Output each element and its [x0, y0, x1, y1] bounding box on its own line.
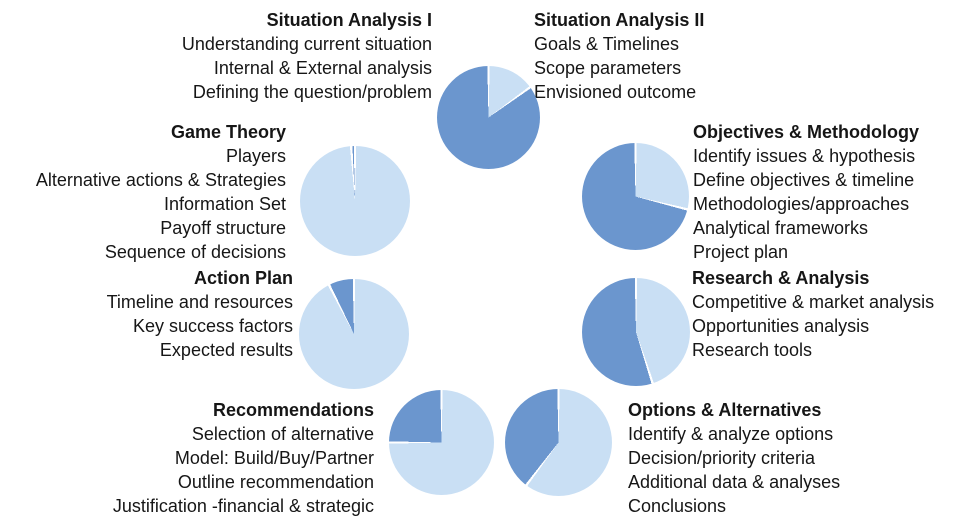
phase-line: Timeline and resources [106, 292, 293, 312]
phase-line: Alternative actions & Strategies [35, 170, 286, 190]
phase-line: Methodologies/approaches [693, 194, 910, 214]
phase-line: Project plan [693, 242, 789, 262]
phase-block-game-theory: Game Theory Players Alternative actions … [36, 120, 286, 264]
phase-title: Research & Analysis [692, 268, 870, 288]
phase-line: Understanding current situation [181, 34, 432, 54]
phase-line: Payoff structure [160, 218, 286, 238]
phase-block-research-analysis: Research & Analysis Competitive & market… [692, 266, 934, 362]
progress-pie-research-analysis [582, 278, 690, 386]
phase-title: Objectives & Methodology [693, 122, 920, 142]
phase-line: Define objectives & timeline [693, 170, 915, 190]
phase-line: Research tools [692, 340, 813, 360]
phase-line: Decision/priority criteria [628, 448, 816, 468]
progress-pie-situation-analysis [437, 66, 540, 169]
phase-line: Goals & Timelines [534, 34, 680, 54]
phase-line: Players [225, 146, 286, 166]
progress-pie-game-theory [300, 146, 410, 256]
phase-block-options-alternatives: Options & Alternatives Identify & analyz… [628, 398, 840, 518]
phase-line: Envisioned outcome [534, 82, 697, 102]
phase-title: Game Theory [170, 122, 286, 142]
phase-title: Options & Alternatives [628, 400, 822, 420]
phase-block-recommendations: Recommendations Selection of alternative… [113, 398, 374, 518]
phase-line: Internal & External analysis [213, 58, 432, 78]
progress-pie-objectives-methodology [582, 143, 689, 250]
phase-line: Opportunities analysis [692, 316, 870, 336]
phase-line: Outline recommendation [177, 472, 374, 492]
phase-block-objectives-methodology: Objectives & Methodology Identify issues… [693, 120, 919, 264]
phase-line: Scope parameters [534, 58, 682, 78]
phase-line: Analytical frameworks [693, 218, 869, 238]
phase-title: Recommendations [212, 400, 374, 420]
phase-line: Identify & analyze options [628, 424, 834, 444]
phase-line: Defining the question/problem [192, 82, 432, 102]
phase-line: Additional data & analyses [628, 472, 841, 492]
phase-line: Sequence of decisions [104, 242, 286, 262]
phase-title: Action Plan [193, 268, 293, 288]
phase-block-situation-analysis-1: Situation Analysis I Understanding curre… [182, 8, 432, 104]
phase-line: Information Set [163, 194, 286, 214]
phase-line: Key success factors [132, 316, 293, 336]
phase-line: Selection of alternative [191, 424, 374, 444]
phase-line: Identify issues & hypothesis [693, 146, 916, 166]
phase-line: Model: Build/Buy/Partner [174, 448, 374, 468]
progress-pie-recommendations [389, 390, 494, 495]
phase-title: Situation Analysis II [534, 10, 705, 30]
progress-pie-action-plan [299, 279, 409, 389]
phase-block-action-plan: Action Plan Timeline and resources Key s… [107, 266, 293, 362]
phase-block-situation-analysis-2: Situation Analysis II Goals & Timelines … [534, 8, 704, 104]
phase-line: Expected results [159, 340, 293, 360]
phase-line: Conclusions [628, 496, 727, 516]
phase-title: Situation Analysis I [266, 10, 432, 30]
phase-line: Competitive & market analysis [692, 292, 935, 312]
phase-line: Justification -financial & strategic [112, 496, 374, 516]
progress-pie-options-alternatives [505, 389, 612, 496]
